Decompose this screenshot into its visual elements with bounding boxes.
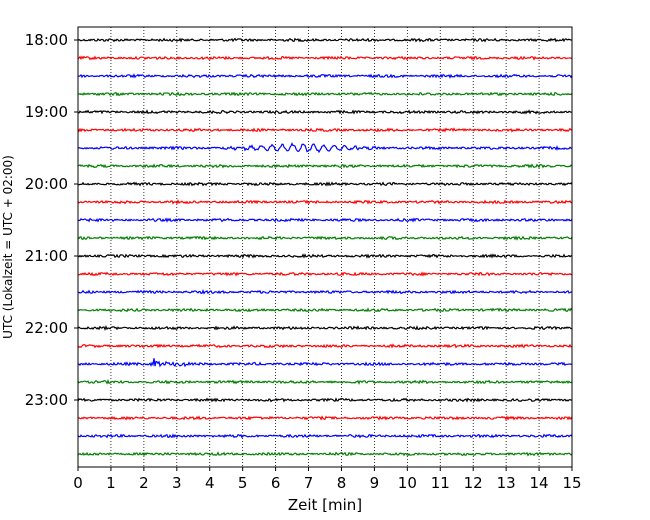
x-tick-label: 8 xyxy=(337,474,347,492)
y-tick-label: 21:00 xyxy=(25,247,68,265)
trace-line xyxy=(77,235,573,241)
x-tick-label: 12 xyxy=(464,474,483,492)
y-axis-label: UTC (Lokalzeit = UTC + 02:00) xyxy=(1,155,15,339)
trace-line xyxy=(77,37,573,43)
trace-line xyxy=(77,109,573,115)
y-tick-label: 23:00 xyxy=(25,391,68,409)
x-tick-label: 3 xyxy=(172,474,182,492)
x-tick-label: 15 xyxy=(562,474,581,492)
x-tick-label: 10 xyxy=(398,474,417,492)
y-axis: 18:00 19:00 20:00 21:00 22:00 23:00 xyxy=(25,31,78,409)
grid xyxy=(110,27,540,467)
x-tick-label: 7 xyxy=(304,474,314,492)
trace-line xyxy=(77,358,573,368)
trace-line xyxy=(77,451,573,457)
plot-area xyxy=(78,27,572,467)
x-tick-label: 2 xyxy=(139,474,149,492)
trace-line xyxy=(77,91,573,97)
x-tick-label: 5 xyxy=(238,474,248,492)
trace-line xyxy=(77,253,573,259)
trace-line xyxy=(77,199,573,205)
trace-line xyxy=(77,433,573,439)
plot-frame xyxy=(77,26,573,468)
trace-line xyxy=(77,378,573,385)
trace-line xyxy=(77,415,573,421)
x-tick-label: 13 xyxy=(497,474,516,492)
x-tick-label: 1 xyxy=(106,474,116,492)
x-tick-label: 6 xyxy=(271,474,281,492)
y-tick-label: 19:00 xyxy=(25,103,68,121)
trace-line xyxy=(77,289,573,295)
trace-line xyxy=(77,325,573,332)
trace-line xyxy=(77,271,573,277)
x-tick-label: 14 xyxy=(530,474,549,492)
trace-line xyxy=(77,142,573,154)
trace-line xyxy=(77,163,573,169)
traces xyxy=(77,37,573,457)
y-tick-label: 20:00 xyxy=(25,175,68,193)
trace-line xyxy=(77,127,573,133)
x-axis-label: Zeit [min] xyxy=(288,496,362,514)
trace-line xyxy=(77,307,573,313)
x-tick-label: 0 xyxy=(73,474,83,492)
trace-line xyxy=(77,73,573,79)
trace-line xyxy=(77,55,573,61)
trace-line xyxy=(77,397,573,403)
y-tick-label: 18:00 xyxy=(25,31,68,49)
trace-line xyxy=(77,343,573,349)
x-tick-label: 9 xyxy=(370,474,380,492)
x-tick-label: 4 xyxy=(205,474,215,492)
y-tick-label: 22:00 xyxy=(25,319,68,337)
x-tick-label: 11 xyxy=(431,474,450,492)
trace-line xyxy=(77,217,573,223)
trace-line xyxy=(77,181,573,187)
x-axis: 0 1 2 3 4 5 6 7 8 9 10 11 12 13 14 15 xyxy=(73,467,582,492)
